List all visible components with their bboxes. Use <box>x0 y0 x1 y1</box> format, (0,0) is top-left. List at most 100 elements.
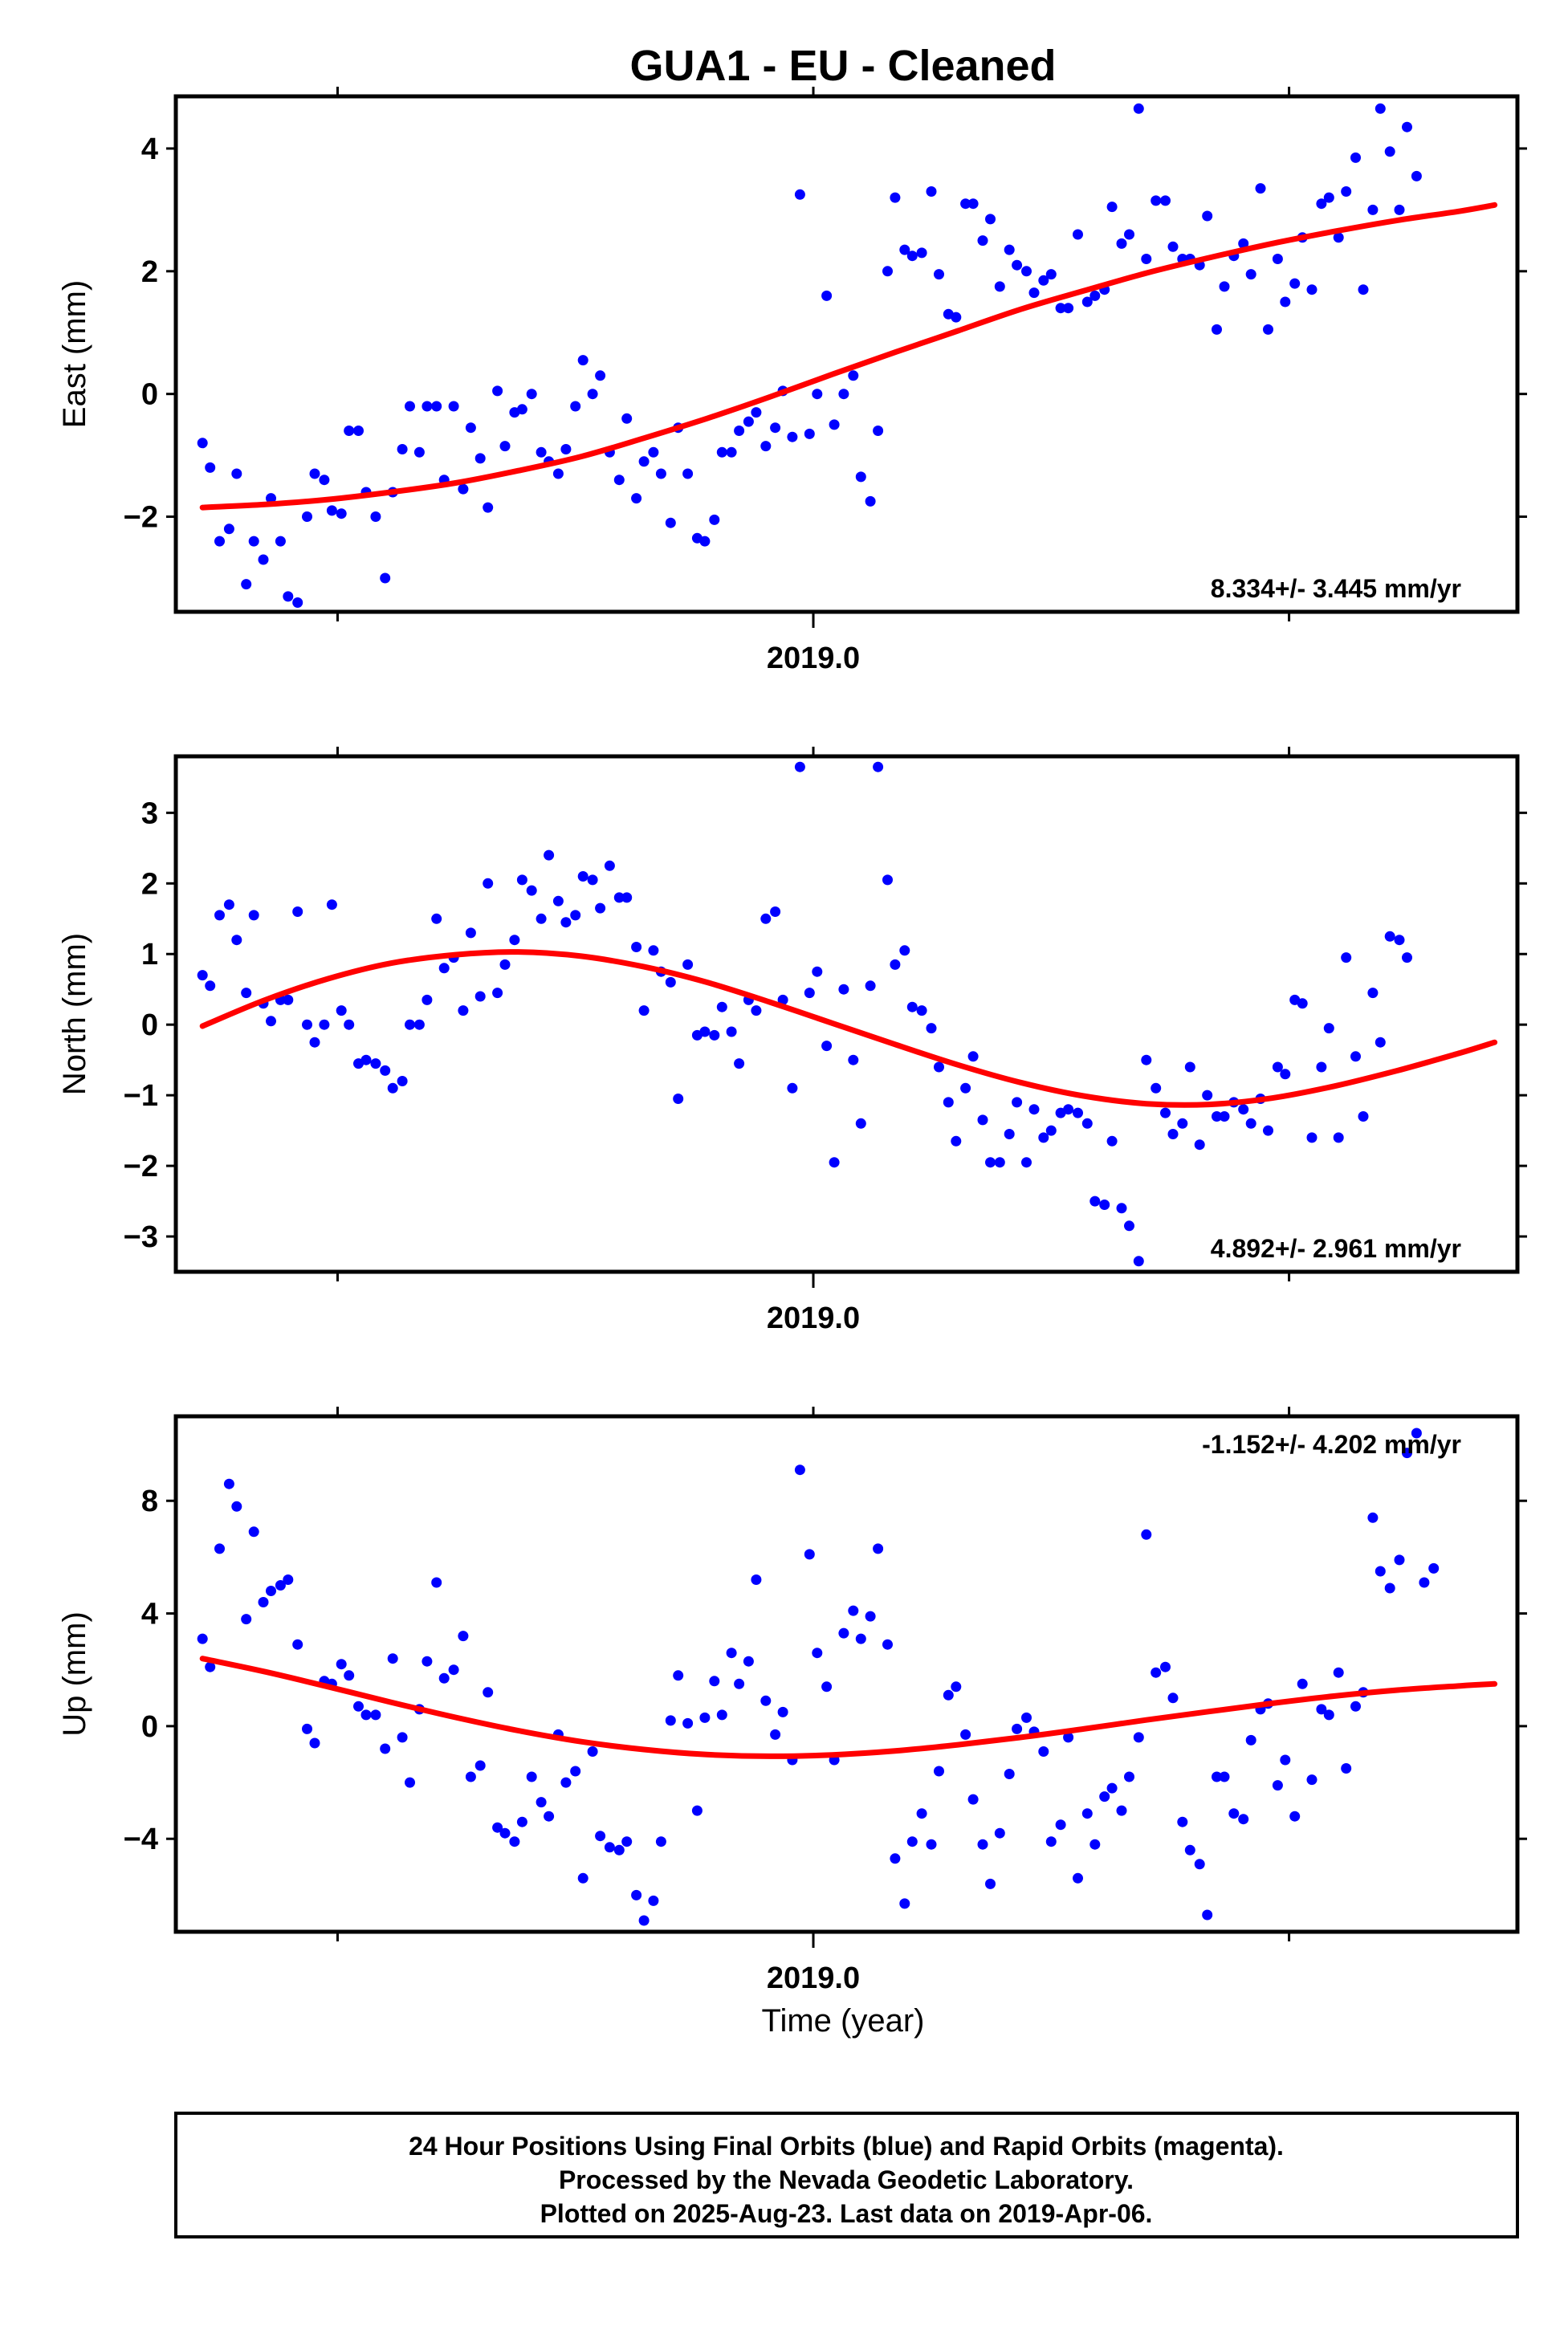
east-data-point <box>1394 204 1405 215</box>
east-data-point <box>751 407 762 418</box>
north-data-point <box>560 917 572 928</box>
north-data-point <box>1151 1082 1162 1094</box>
up-data-point <box>577 1872 589 1884</box>
up-data-point <box>994 1827 1005 1839</box>
up-data-point <box>821 1681 833 1693</box>
up-data-point <box>231 1501 242 1512</box>
north-data-point <box>1453 0 1464 6</box>
up-data-point <box>716 1709 727 1721</box>
north-data-point <box>309 1037 320 1048</box>
up-data-point <box>906 1836 918 1847</box>
up-data-point <box>438 1672 450 1684</box>
up-data-point <box>1480 0 1490 6</box>
up-data-point <box>560 1777 572 1788</box>
north-data-point <box>1194 1139 1205 1151</box>
up-data-point <box>205 1661 216 1672</box>
north-data-point <box>1428 0 1439 6</box>
north-x-tick-label: 2019.0 <box>767 1301 860 1335</box>
up-data-point <box>855 1633 866 1644</box>
east-y-tick-label: 0 <box>141 378 158 412</box>
north-data-point <box>1245 1118 1256 1129</box>
east-data-point <box>882 266 893 277</box>
east-data-point <box>829 419 840 430</box>
north-data-point <box>1073 1107 1083 1118</box>
east-data-point <box>804 428 815 439</box>
north-data-point <box>465 927 476 939</box>
north-data-point <box>499 959 511 970</box>
north-data-point <box>1367 988 1379 999</box>
north-data-point <box>1089 1196 1101 1207</box>
up-data-point <box>1194 1859 1205 1870</box>
up-data-point <box>865 1611 876 1622</box>
north-data-point <box>812 966 823 977</box>
north-data-point <box>1106 1135 1118 1147</box>
east-x-tick-label: 2019.0 <box>767 642 860 675</box>
north-panel: −3 −2 −1 0 1 2 3 2019.0 North (mm) 4.892+/- 2.961… <box>57 0 1527 1335</box>
up-data-point <box>1073 1872 1083 1884</box>
east-data-point <box>655 468 666 479</box>
east-data-point <box>709 514 720 525</box>
up-data-point <box>474 1760 486 1771</box>
north-data-point <box>336 1005 347 1016</box>
north-data-point <box>770 906 781 917</box>
up-data-point <box>595 1831 606 1842</box>
north-data-point <box>829 1157 840 1168</box>
east-data-point <box>1489 0 1500 6</box>
up-data-point <box>1055 1819 1066 1831</box>
footer-line-3: Plotted on 2025-Aug-23. Last data on 201… <box>540 2199 1153 2228</box>
north-data-point <box>380 1065 391 1076</box>
footer-line-2: Processed by the Nevada Geodetic Laborat… <box>559 2165 1134 2194</box>
north-data-point <box>699 1026 711 1037</box>
east-data-point <box>682 468 694 479</box>
north-data-point <box>552 895 564 906</box>
up-data-point <box>951 1681 962 1693</box>
up-data-point <box>1177 1816 1188 1827</box>
east-data-point <box>621 413 633 424</box>
east-data-point <box>1263 324 1273 335</box>
east-data-point <box>431 401 442 412</box>
north-data-point <box>1238 1104 1249 1115</box>
up-data-point <box>682 1717 694 1729</box>
north-data-point <box>943 1097 954 1108</box>
north-data-point <box>360 1054 372 1065</box>
north-data-point <box>967 1051 979 1062</box>
north-data-point <box>855 1118 866 1129</box>
up-data-point <box>458 1631 469 1642</box>
east-data-point <box>631 493 642 504</box>
north-data-point <box>526 885 537 896</box>
north-data-point <box>1202 1090 1213 1101</box>
up-data-point <box>613 1844 625 1855</box>
east-data-point <box>397 444 408 454</box>
east-data-point <box>1411 170 1422 181</box>
up-data-point <box>1099 1791 1110 1802</box>
north-data-points <box>197 0 1464 1267</box>
up-data-point <box>344 1670 355 1681</box>
up-data-point <box>283 1574 294 1585</box>
east-data-point <box>1116 238 1127 249</box>
up-data-point <box>422 1656 433 1667</box>
up-data-point <box>709 1676 720 1687</box>
north-data-point <box>760 913 772 924</box>
east-data-point <box>1238 238 1249 249</box>
east-data-point <box>960 198 971 210</box>
east-data-point <box>458 483 469 495</box>
north-data-point <box>613 892 625 903</box>
east-data-point <box>1167 241 1179 252</box>
east-data-point <box>613 475 625 486</box>
up-data-point <box>275 1580 286 1591</box>
east-data-point <box>1453 0 1464 6</box>
east-data-point <box>770 422 781 434</box>
east-data-point <box>1419 0 1429 6</box>
east-data-point <box>787 431 798 442</box>
x-axis-label: Time (year) <box>762 2003 925 2039</box>
up-data-point <box>266 1586 276 1596</box>
north-data-point <box>821 1041 833 1052</box>
east-data-point <box>483 502 494 513</box>
north-data-point <box>1446 0 1456 6</box>
up-data-point <box>838 1627 849 1639</box>
north-data-point <box>1045 1125 1057 1136</box>
east-data-point <box>302 511 312 522</box>
up-data-point <box>1012 1723 1023 1734</box>
east-fit-line <box>199 202 1498 511</box>
east-data-point <box>465 422 476 434</box>
